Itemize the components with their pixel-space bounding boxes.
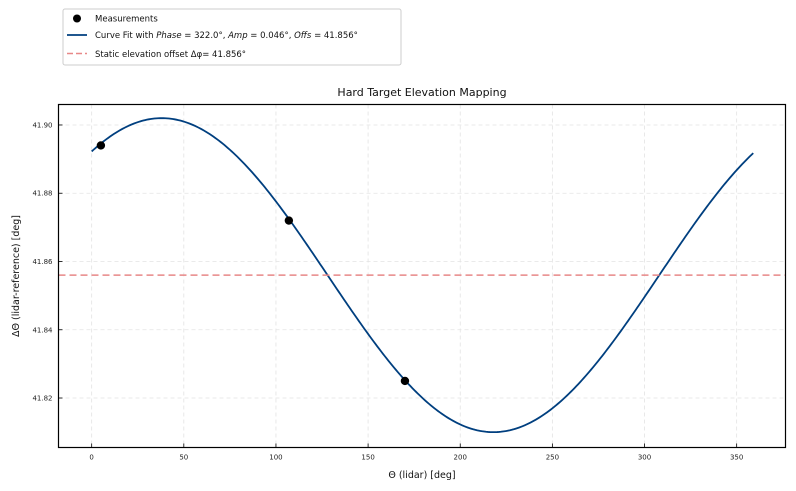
axis-ticks: 0 50 100 150 200 250 300 350 41.82 41.84 41.86 41.8… bbox=[32, 121, 743, 461]
x-tick-label: 150 bbox=[361, 454, 374, 462]
y-tick-label: 41.84 bbox=[32, 326, 53, 334]
fit-prefix: Curve Fit with bbox=[95, 31, 156, 41]
measurement-point bbox=[96, 141, 106, 150]
axes-frame bbox=[57, 103, 787, 449]
y-tick-label: 41.82 bbox=[32, 395, 52, 403]
measurement-point bbox=[400, 376, 410, 386]
legend-label-offset: Static elevation offset Δφ= 41.856° bbox=[95, 50, 246, 60]
x-tick-label: 100 bbox=[269, 454, 282, 462]
x-tick-label: 0 bbox=[89, 454, 93, 462]
curve-fit-line bbox=[91, 117, 754, 434]
y-axis-label: ΔΘ (lidar-reference) [deg] bbox=[11, 215, 22, 337]
y-tick-label: 41.88 bbox=[32, 190, 52, 198]
fit-phase-name: Phase bbox=[156, 31, 181, 41]
x-tick-label: 200 bbox=[454, 454, 467, 462]
legend-label-measurements: Measurements bbox=[95, 15, 158, 25]
x-tick-label: 250 bbox=[546, 454, 559, 462]
legend: Measurements Curve Fit with Phase = 322.… bbox=[62, 8, 402, 66]
chart-title: Hard Target Elevation Mapping bbox=[337, 86, 506, 99]
x-tick-label: 350 bbox=[730, 454, 743, 462]
x-tick-label: 300 bbox=[638, 454, 651, 462]
fit-amp-value: = 0.046°, bbox=[248, 31, 295, 41]
fit-offs-name: Offs bbox=[294, 31, 312, 41]
y-tick-label: 41.90 bbox=[32, 121, 52, 129]
fit-amp-name: Amp bbox=[227, 31, 248, 41]
legend-label-fit: Curve Fit with Phase = 322.0°, Amp = 0.0… bbox=[95, 31, 358, 41]
x-axis-label: Θ (lidar) [deg] bbox=[388, 470, 455, 481]
y-tick-label: 41.86 bbox=[32, 258, 53, 266]
grid bbox=[58, 104, 786, 448]
fit-offs-value: = 41.856° bbox=[311, 31, 358, 41]
legend-marker-measurements bbox=[73, 14, 81, 23]
plot-area bbox=[58, 117, 786, 434]
legend-frame bbox=[62, 8, 402, 66]
fit-phase-value: = 322.0°, bbox=[182, 31, 229, 41]
x-tick-label: 50 bbox=[179, 454, 188, 462]
measurement-point bbox=[284, 216, 294, 225]
